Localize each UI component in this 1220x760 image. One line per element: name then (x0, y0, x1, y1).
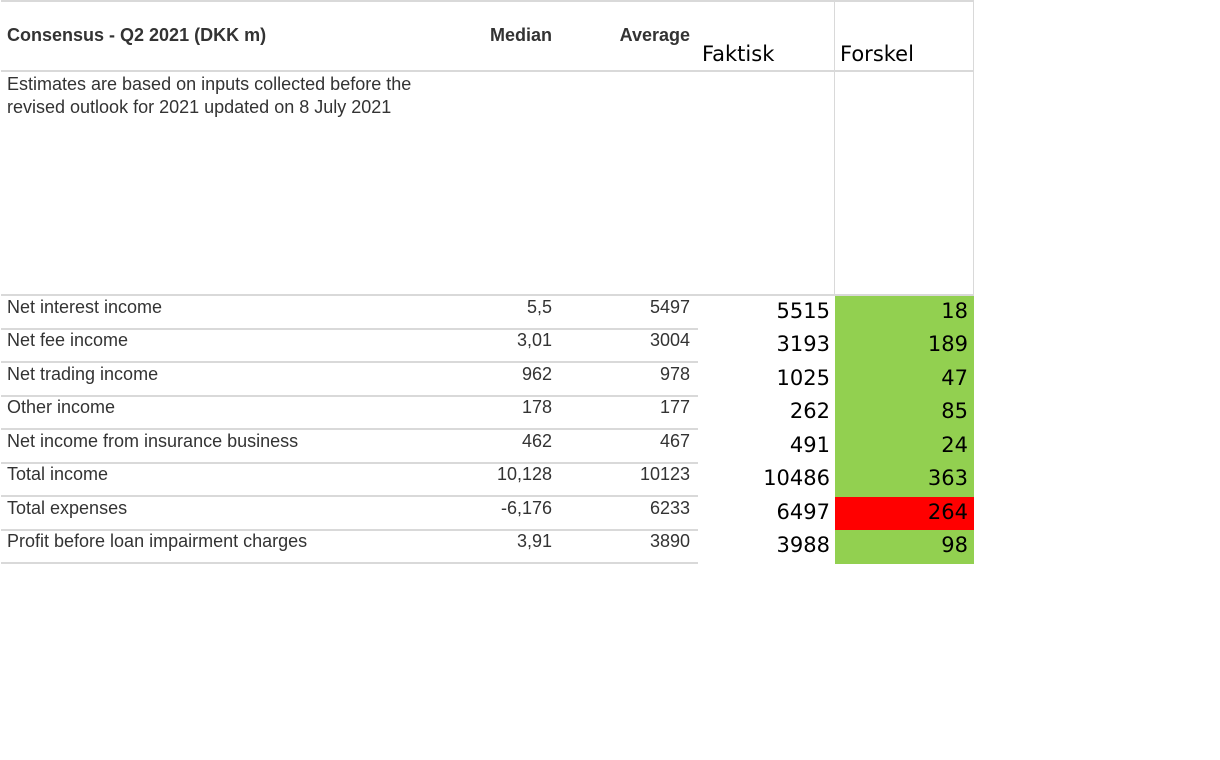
header-actual: Faktisk (702, 42, 775, 66)
difference-value: 47 (941, 366, 968, 390)
header-difference: Forskel (840, 42, 914, 66)
median-value: 3,91 (516, 531, 552, 551)
difference-highlight (835, 463, 974, 497)
actual-value: 10486 (763, 466, 830, 490)
actual-value: 3193 (776, 332, 830, 356)
row-label: Net income from insurance business (7, 431, 299, 451)
average-value: 5497 (649, 297, 690, 317)
row-label: Net interest income (7, 297, 163, 317)
average-value: 978 (659, 364, 690, 384)
estimate-note: Estimates are based on inputs collected … (7, 74, 412, 117)
difference-highlight (835, 363, 974, 397)
median-value: 3,01 (516, 330, 552, 350)
actual-value: 6497 (776, 500, 830, 524)
gridline (1, 428, 698, 430)
difference-highlight (835, 497, 974, 531)
average-value: 177 (659, 397, 690, 417)
consensus-table: Consensus - Q2 2021 (DKK m) Median Avera… (1, 0, 974, 564)
difference-value: 264 (927, 500, 968, 524)
table-title: Consensus - Q2 2021 (DKK m) (7, 25, 267, 45)
actual-value: 262 (789, 399, 830, 423)
actual-value: 491 (789, 433, 830, 457)
gridline (1, 328, 698, 330)
median-value: 178 (521, 397, 552, 417)
difference-value: 18 (941, 299, 968, 323)
gridline (1, 395, 698, 397)
difference-value: 85 (941, 399, 968, 423)
average-value: 10123 (639, 464, 690, 484)
row-label: Net trading income (7, 364, 159, 384)
difference-value: 189 (927, 332, 968, 356)
row-label: Total expenses (7, 498, 128, 518)
row-label: Total income (7, 464, 109, 484)
gridline (1, 294, 974, 296)
difference-highlight (835, 430, 974, 464)
difference-value: 24 (941, 433, 968, 457)
gridline (1, 462, 698, 464)
gridline (1, 70, 974, 72)
average-value: 3890 (649, 531, 690, 551)
median-value: 10,128 (496, 464, 552, 484)
header-average: Average (619, 25, 690, 45)
row-label: Profit before loan impairment charges (7, 531, 308, 551)
row-label: Other income (7, 397, 116, 417)
actual-value: 3988 (776, 533, 830, 557)
gridline (1, 361, 698, 363)
gridline (1, 529, 698, 531)
actual-value: 1025 (776, 366, 830, 390)
median-value: 5,5 (526, 297, 552, 317)
average-value: 467 (659, 431, 690, 451)
difference-highlight (835, 296, 974, 330)
gridline (1, 495, 698, 497)
gridline (973, 0, 974, 296)
difference-highlight (835, 396, 974, 430)
gridline (1, 562, 698, 564)
difference-highlight (835, 530, 974, 564)
difference-highlight (835, 329, 974, 363)
median-value: 962 (521, 364, 552, 384)
difference-value: 363 (927, 466, 968, 490)
average-value: 3004 (649, 330, 690, 350)
average-value: 6233 (649, 498, 690, 518)
difference-value: 98 (941, 533, 968, 557)
actual-value: 5515 (776, 299, 830, 323)
header-median: Median (489, 25, 552, 45)
gridline (834, 0, 835, 296)
row-label: Net fee income (7, 330, 129, 350)
median-value: -6,176 (500, 498, 552, 518)
median-value: 462 (521, 431, 552, 451)
gridline (1, 0, 974, 2)
